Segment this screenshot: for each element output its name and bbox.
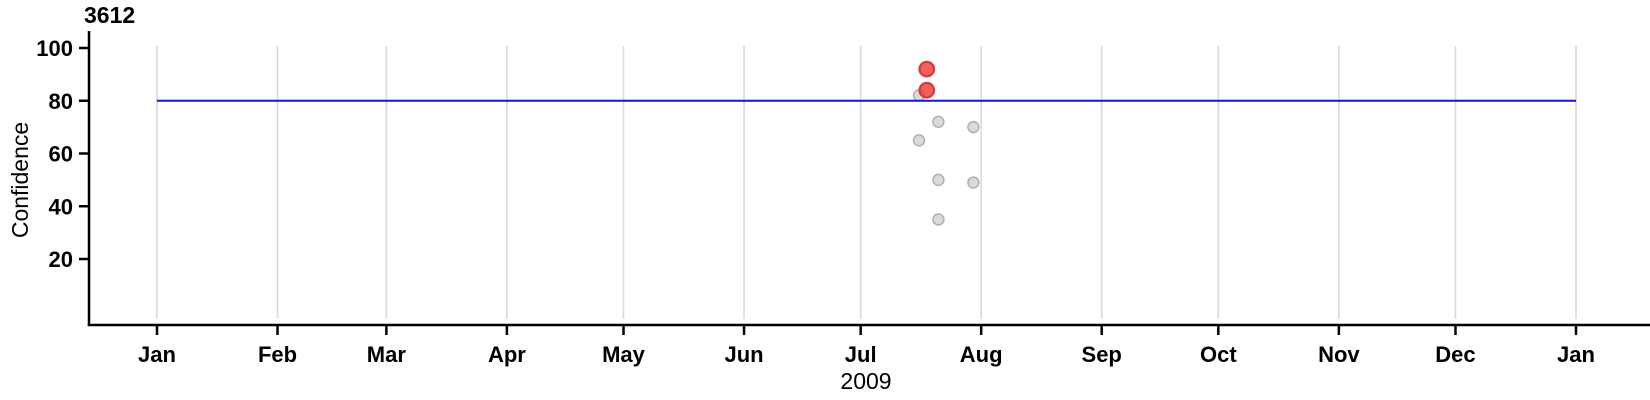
x-tick-label: Feb xyxy=(258,342,297,367)
y-axis-title: Confidence xyxy=(7,122,33,238)
x-tick-label: Dec xyxy=(1435,342,1475,367)
other-data-point xyxy=(967,120,980,134)
other-data-point xyxy=(932,213,945,226)
x-tick-label: Apr xyxy=(488,342,526,367)
chart-title: 3612 xyxy=(84,2,135,28)
other-data-point xyxy=(967,176,980,189)
y-tick-label: 40 xyxy=(49,194,73,219)
y-tick-label: 60 xyxy=(49,142,73,167)
y-axis-ticks: 20 40 60 80 100 xyxy=(36,36,89,272)
x-tick-label: May xyxy=(602,342,646,367)
x-tick-label: Jan xyxy=(1557,342,1595,367)
y-tick-label: 80 xyxy=(49,89,73,114)
x-axis-ticks: Jan Feb Mar Apr May Jun Jul Aug Sep Oct Nov Dec Jan xyxy=(138,325,1595,367)
data-points xyxy=(912,60,980,226)
x-tick-label: Jan xyxy=(138,342,176,367)
other-data-point xyxy=(932,173,945,187)
other-data-point xyxy=(912,134,926,147)
x-tick-label: Sep xyxy=(1082,342,1122,367)
x-tick-label: Aug xyxy=(960,342,1003,367)
x-tick-label: Oct xyxy=(1200,342,1237,367)
highlighted-data-point xyxy=(918,81,936,99)
other-data-point xyxy=(932,115,945,129)
x-tick-label: Nov xyxy=(1318,342,1360,367)
x-axis-title: 2009 xyxy=(840,368,891,394)
highlighted-data-point xyxy=(918,60,936,78)
x-tick-label: Mar xyxy=(367,342,407,367)
y-tick-label: 20 xyxy=(49,247,73,272)
month-gridlines xyxy=(156,46,1577,319)
y-tick-label: 100 xyxy=(36,36,73,61)
x-tick-label: Jun xyxy=(724,342,763,367)
x-tick-label: Jul xyxy=(845,342,877,367)
